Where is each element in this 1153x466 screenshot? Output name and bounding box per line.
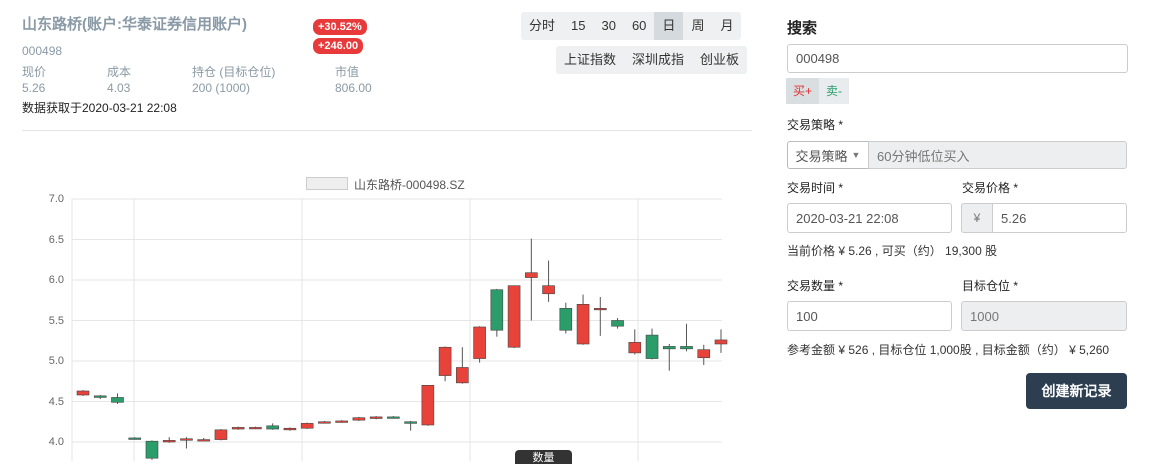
y-tick-label: 4.5 [48, 396, 64, 408]
buy-sell-toggle: 买+ 卖- [786, 78, 850, 104]
legend-label[interactable]: 山东路桥-000498.SZ [354, 178, 465, 192]
trade-time-label: 交易时间 * [787, 181, 844, 195]
candle-body [249, 427, 262, 430]
currency-addon: ¥ [961, 203, 992, 233]
cost-value: 4.03 [107, 81, 131, 95]
candle-body [404, 421, 417, 424]
tab-period-month[interactable]: 月 [720, 18, 734, 33]
candle-body [76, 390, 90, 396]
candle-body [162, 440, 176, 443]
strategy-label: 交易策略 * [787, 118, 844, 132]
chart-grid [71, 198, 722, 461]
y-tick-label: 6.0 [48, 274, 64, 286]
position-value: 200 (1000) [192, 81, 251, 95]
market-value-value: 806.00 [335, 81, 372, 95]
candle-body [576, 303, 590, 345]
candle-body [456, 367, 469, 384]
tab-index-shanghai[interactable]: 上证指数 [564, 52, 617, 67]
candle-body [180, 438, 193, 441]
profit-percent-badge: +30.52% [313, 19, 367, 35]
target-position-input[interactable]: 1000 [961, 301, 1127, 331]
candle-body [387, 416, 400, 419]
y-tick-label: 7.0 [48, 193, 64, 205]
tab-period-intraday[interactable]: 分时 [529, 18, 556, 33]
caret-down-icon: ▼ [851, 150, 861, 160]
period-tabs: 分时 15 30 60 日 周 月 [521, 12, 742, 40]
divider [22, 130, 752, 131]
volume-tab[interactable]: 数量 [515, 450, 572, 464]
candle-body [611, 320, 624, 327]
candle-body [283, 427, 297, 431]
price-label: 现价 [22, 65, 47, 79]
candle-body [369, 416, 383, 419]
search-title: 搜索 [787, 20, 818, 37]
price-hint: 当前价格 ¥ 5.26 , 可买（约） 19,300 股 [787, 244, 998, 258]
candle-body [438, 346, 452, 376]
price-value: 5.26 [22, 81, 46, 95]
strategy-dropdown[interactable]: 交易策略 ▼ [787, 141, 869, 169]
profit-amount-badge: +246.00 [313, 38, 364, 54]
quantity-input[interactable]: 100 [787, 301, 952, 331]
tab-period-week[interactable]: 周 [691, 18, 705, 33]
candle-body [490, 289, 504, 331]
quantity-label: 交易数量 * [787, 279, 844, 293]
sell-button[interactable]: 卖- [819, 78, 850, 104]
candle-body [645, 334, 659, 359]
strategy-input[interactable]: 60分钟低位买入 [868, 141, 1127, 169]
candle-body [111, 397, 124, 403]
candle-body [593, 308, 607, 311]
candle-body [93, 395, 107, 398]
candle-body [421, 384, 435, 426]
candle-body [680, 346, 693, 350]
y-tick-label: 6.5 [48, 234, 64, 246]
y-tick-label: 5.5 [48, 315, 64, 327]
candle-body [197, 439, 211, 442]
y-tick-label: 4.0 [48, 436, 64, 448]
market-value-label: 市值 [335, 65, 360, 79]
candle-body [231, 427, 245, 430]
candles [76, 238, 728, 460]
candle-body [352, 417, 366, 421]
trade-price-input[interactable]: 5.26 [992, 203, 1127, 233]
tab-period-60[interactable]: 60 [631, 18, 647, 33]
candle-body [266, 425, 279, 430]
candle-body [335, 420, 348, 423]
candle-body [300, 423, 314, 429]
search-input[interactable]: 000498 [787, 44, 1128, 73]
target-position-label: 目标仓位 * [962, 279, 1019, 293]
tab-period-day[interactable]: 日 [654, 12, 684, 40]
candle-body [628, 342, 642, 354]
create-record-button[interactable]: 创建新记录 [1026, 373, 1127, 409]
stock-code: 000498 [22, 44, 63, 58]
fetch-timestamp: 数据获取于2020-03-21 22:08 [22, 101, 177, 115]
tab-index-shenzhen[interactable]: 深圳成指 [632, 52, 685, 67]
candle-body [128, 437, 142, 440]
tab-period-15[interactable]: 15 [571, 18, 586, 33]
candle-body [542, 285, 555, 295]
candle-body [318, 421, 331, 424]
amount-hint: 参考金额 ¥ 526 , 目标仓位 1,000股 , 目标金额（约） ¥ 5,2… [787, 343, 1110, 357]
cost-label: 成本 [107, 65, 132, 79]
candle-body [559, 308, 573, 331]
candle-body [525, 272, 538, 278]
stock-title[interactable]: 山东路桥(账户:华泰证券信用账户) [22, 16, 247, 33]
buy-button[interactable]: 买+ [786, 78, 820, 104]
tab-period-30[interactable]: 30 [601, 18, 616, 33]
candlestick-chart[interactable] [0, 0, 760, 461]
candle-body [714, 339, 728, 345]
candle-body [473, 326, 486, 359]
y-tick-label: 5.0 [48, 355, 64, 367]
strategy-dropdown-label: 交易策略 [795, 148, 848, 164]
candle-body [507, 285, 521, 348]
candle-body [697, 349, 711, 359]
index-tabs: 上证指数 深圳成指 创业板 [556, 46, 748, 74]
trade-time-input[interactable]: 2020-03-21 22:08 [787, 203, 952, 233]
position-label: 持仓 (目标仓位) [192, 65, 276, 79]
tab-index-chinext[interactable]: 创业板 [700, 52, 740, 67]
candle-body [214, 429, 228, 440]
trade-price-label: 交易价格 * [962, 181, 1019, 195]
candle-body [145, 440, 159, 459]
candle-body [662, 346, 676, 350]
legend-swatch[interactable] [306, 177, 348, 190]
